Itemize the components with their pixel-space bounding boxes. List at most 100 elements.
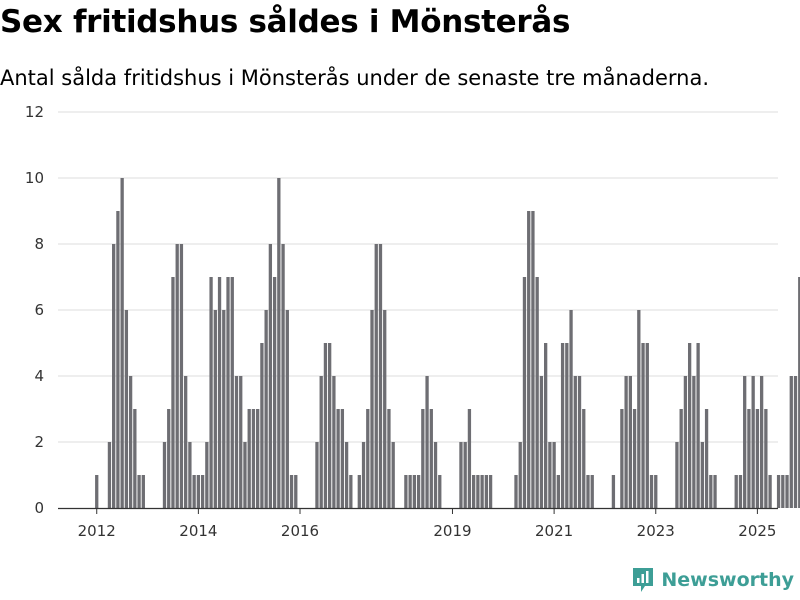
bar	[340, 409, 345, 508]
bar	[256, 409, 260, 508]
bar	[637, 310, 641, 508]
bar	[200, 475, 205, 508]
bar	[565, 343, 569, 508]
bar	[226, 277, 230, 508]
bar	[315, 442, 319, 508]
bar	[535, 277, 539, 508]
bar	[527, 211, 531, 508]
bar	[429, 409, 433, 508]
bar	[624, 376, 628, 508]
bar	[370, 310, 374, 508]
bar	[162, 442, 167, 508]
x-tick-label: 2016	[281, 522, 319, 540]
bar	[294, 475, 298, 508]
bar	[569, 310, 573, 508]
x-tick-label: 2021	[535, 522, 573, 540]
bar	[586, 475, 590, 508]
bar	[747, 409, 751, 508]
bar	[357, 475, 361, 508]
bar	[251, 409, 256, 508]
bar	[654, 475, 658, 508]
bar	[120, 178, 124, 508]
bar	[560, 343, 565, 508]
bar	[548, 442, 552, 508]
bar	[713, 475, 717, 508]
bar	[374, 244, 378, 508]
bar	[387, 409, 391, 508]
bar	[344, 442, 349, 508]
bar	[247, 409, 251, 508]
bar	[675, 442, 679, 508]
bar	[696, 343, 700, 508]
y-tick-label: 10	[25, 169, 44, 187]
bar	[217, 277, 222, 508]
bar	[425, 376, 429, 508]
bar	[573, 376, 577, 508]
bar	[683, 376, 688, 508]
bar	[137, 475, 141, 508]
bar	[709, 475, 713, 508]
bar	[467, 409, 472, 508]
bar	[179, 244, 184, 508]
bar	[167, 409, 171, 508]
bar	[124, 310, 129, 508]
bar	[764, 409, 768, 508]
bar	[700, 442, 704, 508]
bar	[743, 376, 747, 508]
newsworthy-brand: Newsworthy	[631, 566, 794, 594]
bar	[264, 310, 268, 508]
bar	[484, 475, 489, 508]
bar	[378, 244, 383, 508]
brand-name: Newsworthy	[661, 569, 794, 591]
bar	[222, 310, 226, 508]
bar	[611, 475, 616, 508]
bar	[531, 211, 535, 508]
x-tick-label: 2014	[179, 522, 217, 540]
bar	[272, 277, 277, 508]
bar	[192, 475, 196, 508]
bar	[281, 244, 285, 508]
bar	[412, 475, 417, 508]
bar	[641, 343, 645, 508]
bar	[213, 310, 217, 508]
bar	[793, 376, 798, 508]
bar	[734, 475, 738, 508]
y-tick-label: 6	[34, 301, 44, 319]
bar	[268, 244, 273, 508]
x-tick-label: 2025	[738, 522, 776, 540]
bar	[768, 475, 772, 508]
bar	[751, 376, 755, 508]
bar	[175, 244, 179, 508]
chart-title: Sex fritidshus såldes i Mönsterås	[0, 4, 571, 40]
bar	[472, 475, 476, 508]
bar	[590, 475, 594, 508]
bar	[544, 343, 548, 508]
y-tick-label: 8	[34, 235, 44, 253]
bar	[107, 442, 112, 508]
bar	[133, 409, 137, 508]
bar	[649, 475, 654, 508]
bar	[319, 376, 323, 508]
bar	[645, 343, 649, 508]
bar	[679, 409, 683, 508]
bar	[759, 376, 764, 508]
bar	[552, 442, 556, 508]
bar	[781, 475, 785, 508]
bar	[776, 475, 781, 508]
x-tick-label: 2019	[433, 522, 471, 540]
y-tick-label: 0	[34, 499, 44, 517]
bar	[361, 442, 366, 508]
y-tick-label: 2	[34, 433, 44, 451]
bar	[112, 244, 116, 508]
bar	[692, 376, 696, 508]
bar	[404, 475, 408, 508]
bar	[620, 409, 624, 508]
bar	[459, 442, 463, 508]
bar	[234, 376, 239, 508]
bar	[141, 475, 145, 508]
bar	[582, 409, 586, 508]
y-tick-label: 12	[25, 103, 44, 121]
bar	[116, 211, 120, 508]
bar	[239, 376, 243, 508]
